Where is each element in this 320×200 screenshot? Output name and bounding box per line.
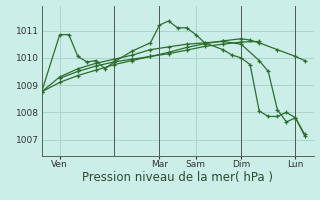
X-axis label: Pression niveau de la mer( hPa ): Pression niveau de la mer( hPa ) bbox=[82, 171, 273, 184]
